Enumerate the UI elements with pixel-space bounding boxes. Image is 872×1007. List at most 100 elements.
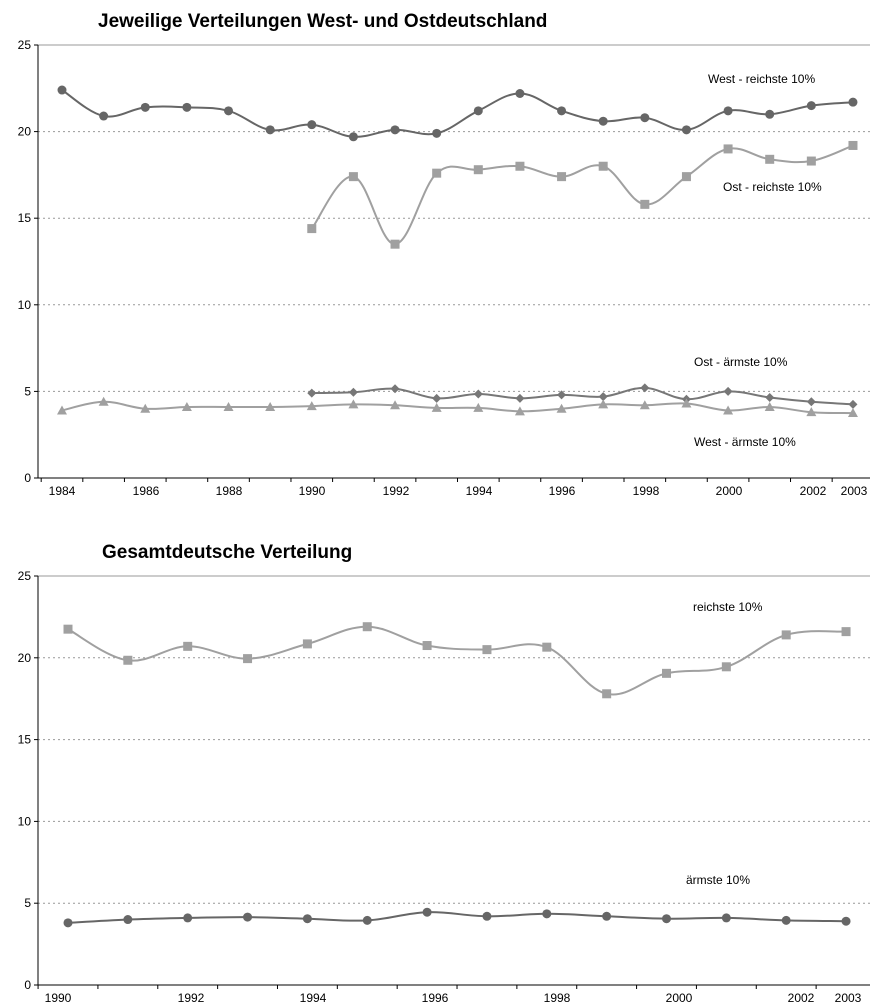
data-point [723, 106, 733, 116]
data-point [765, 392, 775, 402]
data-point [57, 405, 67, 415]
x-tick-label: 1990 [299, 484, 326, 498]
data-point [556, 403, 567, 413]
data-point [765, 109, 775, 119]
data-point [662, 668, 671, 678]
data-point [681, 125, 691, 135]
data-point [390, 384, 400, 394]
x-tick-label: 1992 [383, 484, 410, 498]
data-point [307, 388, 317, 398]
data-point [63, 624, 73, 634]
data-point [422, 641, 432, 651]
x-tick-label: 1994 [466, 484, 493, 498]
data-point [307, 224, 317, 234]
data-point [473, 165, 483, 175]
data-point [98, 396, 109, 406]
data-point [639, 400, 650, 410]
series-line [61, 400, 854, 415]
data-point [723, 386, 733, 396]
data-point [473, 106, 483, 116]
data-point [806, 407, 817, 417]
data-point [432, 128, 442, 138]
y-tick-label: 0 [24, 471, 31, 485]
series-label: ärmste 10% [686, 873, 750, 887]
data-point [602, 911, 612, 921]
series-label: West - reichste 10% [708, 72, 815, 86]
data-point [123, 915, 133, 925]
data-point [307, 120, 317, 130]
data-point [598, 399, 609, 409]
data-point [482, 911, 492, 921]
data-point [598, 161, 608, 171]
data-point [140, 102, 150, 112]
chart1-title: Jeweilige Verteilungen West- und Ostdeut… [98, 11, 547, 32]
data-point [640, 113, 650, 123]
data-point [432, 168, 442, 178]
data-point [390, 239, 400, 249]
series-label: West - ärmste 10% [694, 435, 796, 449]
data-point [348, 399, 359, 409]
data-point [598, 392, 608, 402]
data-point [243, 654, 253, 664]
data-point [721, 662, 731, 672]
data-point [482, 645, 492, 655]
data-point [473, 389, 483, 399]
x-tick-label: 2000 [716, 484, 743, 498]
data-point [841, 916, 851, 926]
data-point [557, 172, 567, 182]
data-point [140, 403, 151, 413]
chart2-title: Gesamtdeutsche Verteilung [102, 542, 352, 563]
data-point [362, 622, 372, 632]
y-tick-label: 5 [24, 896, 31, 910]
series-label: Ost - ärmste 10% [694, 355, 788, 369]
y-tick-label: 0 [24, 978, 31, 992]
data-point [348, 172, 358, 182]
y-tick-label: 20 [18, 125, 32, 139]
x-tick-label: 1990 [45, 991, 72, 1005]
data-point [542, 909, 552, 919]
data-point [542, 642, 552, 652]
data-point [841, 627, 851, 637]
data-point [57, 85, 67, 95]
x-tick-label: 1992 [178, 991, 205, 1005]
data-point [123, 655, 133, 665]
y-tick-label: 5 [24, 384, 31, 398]
data-point [848, 97, 858, 107]
series-line [67, 625, 847, 696]
y-tick-label: 10 [18, 298, 32, 312]
data-point [662, 914, 671, 924]
x-tick-label: 2002 [800, 484, 827, 498]
data-point [183, 641, 193, 651]
y-tick-label: 25 [18, 38, 32, 52]
series-line [61, 89, 854, 138]
x-tick-label: 2000 [666, 991, 693, 1005]
data-point [848, 140, 858, 150]
y-tick-label: 15 [18, 733, 32, 747]
data-point [224, 106, 234, 116]
data-point [721, 913, 731, 923]
series-label: reichste 10% [693, 600, 763, 614]
data-point [640, 383, 650, 393]
y-tick-label: 25 [18, 569, 32, 583]
data-point [514, 406, 525, 416]
data-point [181, 401, 192, 411]
y-tick-label: 20 [18, 651, 32, 665]
data-point [265, 401, 276, 411]
data-point [302, 639, 312, 649]
data-point [781, 630, 791, 640]
x-tick-label: 1988 [216, 484, 243, 498]
series-line [67, 911, 847, 924]
data-point [515, 393, 525, 403]
data-point [63, 918, 73, 928]
y-tick-label: 10 [18, 814, 32, 828]
data-point [306, 401, 317, 411]
data-point [432, 393, 442, 403]
data-point [640, 199, 650, 209]
data-point [422, 907, 432, 917]
x-tick-label: 1996 [422, 991, 449, 1005]
x-tick-label: 2002 [788, 991, 815, 1005]
chart-west-ost: 0 5 10 15 20 25 1984 1986 1988 1990 1992 1994 1996 19… [18, 38, 870, 498]
x-tick-label: 2003 [841, 484, 868, 498]
data-point [602, 689, 612, 699]
